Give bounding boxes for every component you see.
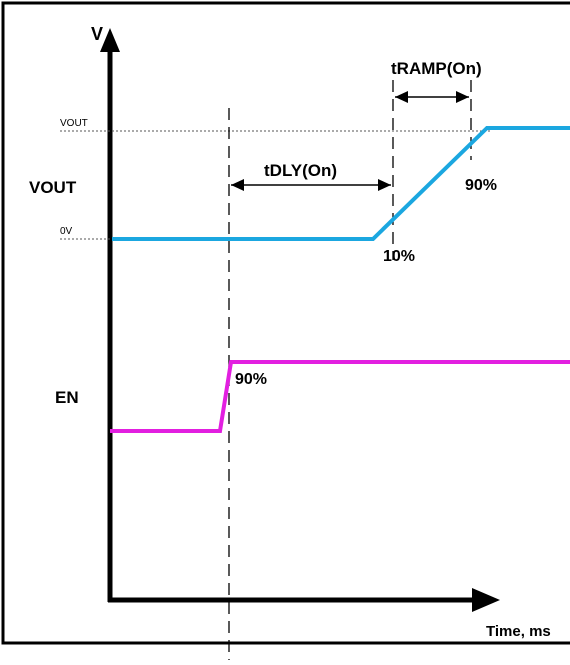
vout-trace xyxy=(112,126,570,241)
tramp-right-arrow-icon xyxy=(456,91,469,103)
zero-level-label: 0V xyxy=(60,226,73,237)
en-signal-label: EN xyxy=(55,388,79,407)
y-axis-arrow-icon xyxy=(100,28,120,52)
tdly-left-arrow-icon xyxy=(231,179,244,191)
vout-10pct-label: 10% xyxy=(383,248,415,265)
tramp-left-arrow-icon xyxy=(395,91,408,103)
x-axis-label: Time, ms xyxy=(486,623,551,640)
tramp-label: tRAMP(On) xyxy=(391,59,482,78)
vout-level-label: VOUT xyxy=(60,118,88,129)
figure-border xyxy=(1,1,570,645)
tdly-right-arrow-icon xyxy=(378,179,391,191)
y-axis-label: V xyxy=(91,24,103,44)
en-90pct-label: 90% xyxy=(235,371,267,388)
vout-signal-label: VOUT xyxy=(29,178,77,197)
x-axis-arrow-icon xyxy=(472,588,500,612)
tdly-label: tDLY(On) xyxy=(264,161,337,180)
en-trace xyxy=(110,360,570,433)
vout-90pct-label: 90% xyxy=(465,177,497,194)
